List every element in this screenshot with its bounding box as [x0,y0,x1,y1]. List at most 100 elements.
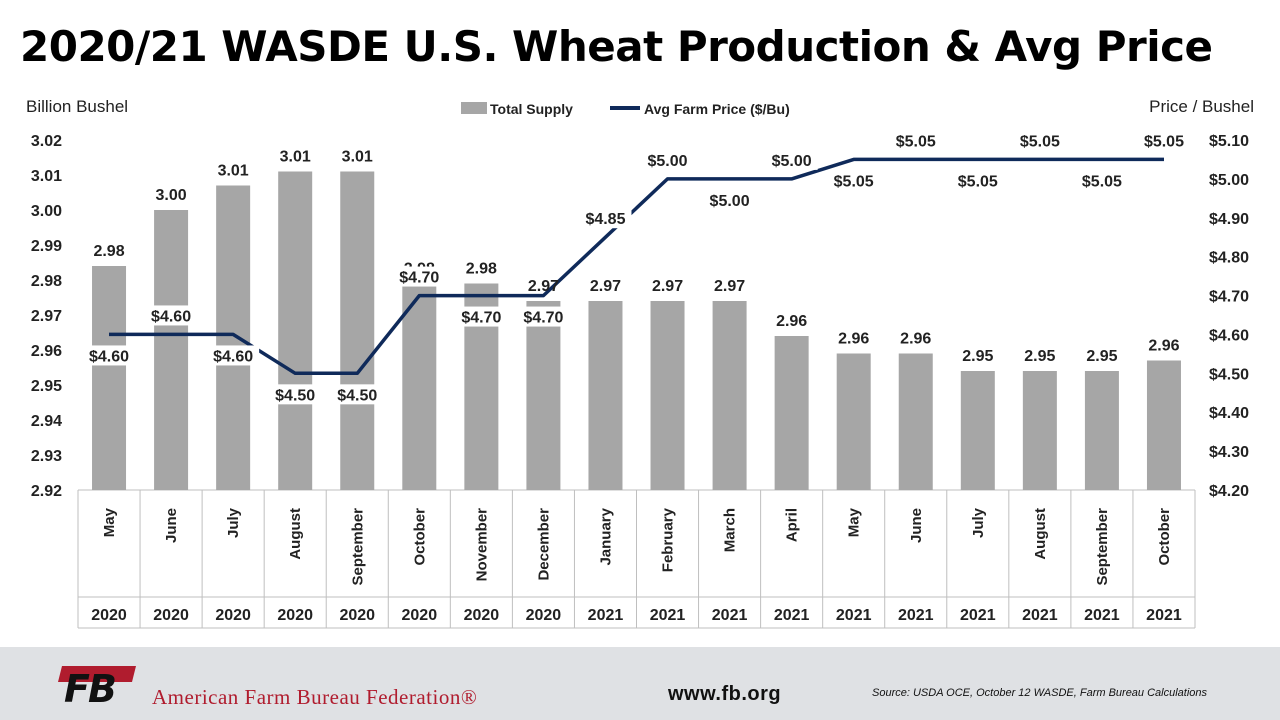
price-value-label: $5.05 [896,133,936,150]
price-value-label: $4.60 [151,308,191,325]
category-labels: May 2020 June 2020 July 2020 August 2020 Septemb… [91,507,1182,624]
left-tick-label: 3.01 [31,168,62,185]
price-value-label: $5.05 [834,173,874,190]
price-label-background [1075,170,1128,191]
left-tick-label: 3.00 [31,203,62,220]
price-value-label: $4.60 [213,348,253,365]
right-tick-label: $4.90 [1209,211,1249,228]
price-value-label: $5.00 [710,193,750,210]
price-label-background [703,189,756,210]
price-label-background [455,306,508,327]
legend-label-avg-farm-price: Avg Farm Price ($/Bu) [644,101,790,117]
month-label: October [411,508,428,566]
line-data-labels: $4.60 $4.60 $4.60 $4.50 $4.50 $4.70 $4.70 $4.70… [83,130,1190,405]
fb-logo: FB [58,666,136,704]
price-line [109,157,1164,376]
bar-value-label: 2.96 [776,313,807,330]
month-label: November [473,508,490,582]
line-series [109,157,1164,376]
bar-value-label: 2.97 [528,278,559,295]
year-label: 2021 [1022,607,1058,624]
right-tick-label: $4.30 [1209,444,1249,461]
bar [650,301,685,490]
price-value-label: $4.60 [89,348,129,365]
year-label: 2021 [774,607,810,624]
bar-value-label: 3.00 [156,187,187,204]
left-axis-label: Billion Bushel [26,97,128,116]
right-tick-label: $4.80 [1209,250,1249,267]
price-value-label: $5.05 [1144,133,1184,150]
bar [402,283,437,490]
source-note: Source: USDA OCE, October 12 WASDE, Farm… [872,687,1208,699]
bar-value-label: 2.98 [93,243,124,260]
month-label: January [597,507,614,565]
year-label: 2021 [1146,607,1182,624]
legend: Total Supply Avg Farm Price ($/Bu) [461,101,790,117]
month-label: June [163,508,180,543]
bar [588,301,623,490]
price-value-label: $5.05 [1020,133,1060,150]
left-tick-label: 2.98 [31,273,62,290]
price-label-background [207,345,260,366]
left-tick-label: 2.96 [31,343,62,360]
price-value-label: $5.05 [958,173,998,190]
bar-value-label: 2.95 [1086,348,1117,365]
bar [960,371,995,490]
price-label-background [517,306,570,327]
chart-title: 2020/21 WASDE U.S. Wheat Production & Av… [20,22,1213,71]
year-label: 2021 [898,607,934,624]
year-label: 2020 [277,607,313,624]
bar [526,301,561,490]
year-label: 2020 [153,607,189,624]
price-value-label: $5.05 [1082,173,1122,190]
legend-label-total-supply: Total Supply [490,101,573,117]
right-axis-ticks: $4.20 $4.30 $4.40 $4.50 $4.60 $4.70 $4.80 $4.90… [1209,133,1249,500]
price-label-background [1013,130,1066,151]
left-tick-label: 2.94 [31,413,62,430]
bar [278,171,313,490]
month-label: September [1094,508,1111,586]
month-label: May [846,507,863,537]
price-value-label: $4.70 [399,270,439,287]
price-value-label: $4.70 [461,310,501,327]
year-label: 2020 [464,607,500,624]
left-axis-ticks: 2.92 2.93 2.94 2.95 2.96 2.97 2.98 2.99 3.00 3.01… [31,133,62,500]
year-label: 2020 [526,607,562,624]
right-tick-label: $4.40 [1209,405,1249,422]
bar [216,185,251,490]
chart: Billion Bushel Price / Bushel Total Supp… [26,97,1254,629]
bar [712,301,747,490]
right-tick-label: $4.70 [1209,289,1249,306]
year-label: 2021 [650,607,686,624]
price-label-background [765,149,818,170]
right-tick-label: $4.50 [1209,366,1249,383]
left-tick-label: 2.93 [31,448,62,465]
right-tick-label: $5.00 [1209,172,1249,189]
bar [1084,371,1119,490]
bar-value-label: 3.01 [280,149,311,166]
bar-value-label: 2.96 [900,331,931,348]
website-link[interactable]: www.fb.org [668,683,782,705]
month-label: June [908,508,925,543]
price-label-background [641,149,694,170]
bar [1022,371,1057,490]
price-value-label: $4.50 [337,387,377,404]
year-label: 2020 [402,607,438,624]
bar-value-label: 2.95 [962,348,993,365]
price-label-background [269,384,322,405]
organization-name: American Farm Bureau Federation® [152,685,478,709]
month-label: December [535,508,552,581]
bar [154,210,189,490]
left-tick-label: 2.95 [31,378,62,395]
price-label-background [83,345,136,366]
price-value-label: $5.00 [772,153,812,170]
price-label-background [1137,130,1190,151]
bar-value-label: 2.97 [652,278,683,295]
fb-logo-letters: FB [64,667,115,704]
price-label-background [579,208,632,229]
legend-swatch-total-supply [461,102,487,114]
price-label-background [393,266,446,287]
year-label: 2021 [836,607,872,624]
bar [340,171,375,490]
left-tick-label: 3.02 [31,133,62,150]
